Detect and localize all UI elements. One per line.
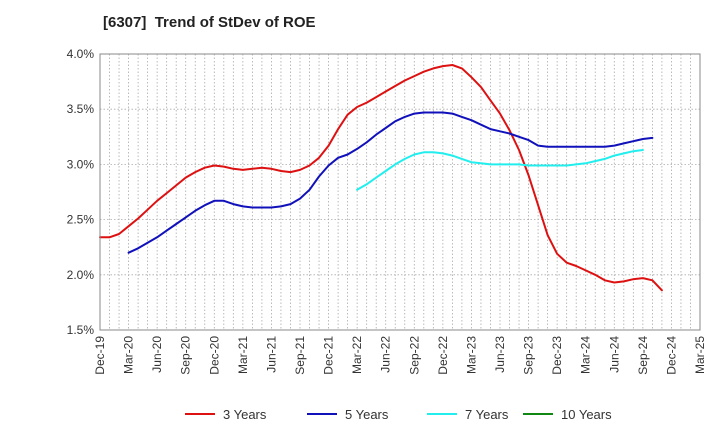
grid-layer <box>100 53 700 331</box>
y-tick-label: 4.0% <box>67 47 95 61</box>
x-tick-label: Mar-24 <box>579 336 593 374</box>
x-tick-label: Dec-23 <box>550 336 564 375</box>
y-tick-label: 2.0% <box>67 268 95 282</box>
x-tick-label: Mar-25 <box>693 336 707 374</box>
x-tick-label: Jun-20 <box>150 336 164 373</box>
axis-layer: 1.5% 2.0% 2.5% 3.0% 3.5% 4.0% Dec-19 Mar-20 Jun-… <box>67 47 707 375</box>
x-tick-label: Mar-23 <box>464 336 478 374</box>
x-tick-label: Dec-19 <box>93 336 107 375</box>
x-tick-label: Sep-24 <box>636 336 650 375</box>
series-layer <box>99 64 663 292</box>
y-tick-label: 2.5% <box>67 213 95 227</box>
x-tick-label: Mar-20 <box>122 336 136 374</box>
series-line-3-years <box>99 64 663 292</box>
x-tick-label: Sep-23 <box>522 336 536 375</box>
legend: 3 Years 5 Years 7 Years 10 Years <box>185 407 612 422</box>
x-tick-label: Dec-21 <box>322 336 336 375</box>
x-tick-label: Jun-21 <box>264 336 278 373</box>
legend-label: 10 Years <box>561 407 612 422</box>
x-tick-label: Mar-22 <box>350 336 364 374</box>
y-tick-label: 3.5% <box>67 102 95 116</box>
x-tick-label: Jun-24 <box>607 336 621 373</box>
x-tick-label: Sep-21 <box>293 336 307 375</box>
legend-label: 7 Years <box>465 407 509 422</box>
x-tick-label: Dec-24 <box>664 336 678 375</box>
chart-title: [6307] Trend of StDev of ROE <box>103 14 316 31</box>
legend-label: 5 Years <box>345 407 389 422</box>
legend-label: 3 Years <box>223 407 267 422</box>
y-tick-label: 1.5% <box>67 323 95 337</box>
x-tick-label: Dec-22 <box>436 336 450 375</box>
y-tick-label: 3.0% <box>67 157 95 171</box>
series-line-7-years <box>356 149 644 191</box>
x-tick-label: Jun-22 <box>379 336 393 373</box>
x-tick-label: Mar-21 <box>236 336 250 374</box>
x-tick-label: Sep-20 <box>179 336 193 375</box>
x-tick-label: Jun-23 <box>493 336 507 373</box>
series-line-5-years <box>127 111 654 254</box>
x-tick-label: Sep-22 <box>407 336 421 375</box>
plot-frame <box>99 53 701 331</box>
x-tick-label: Dec-20 <box>207 336 221 375</box>
